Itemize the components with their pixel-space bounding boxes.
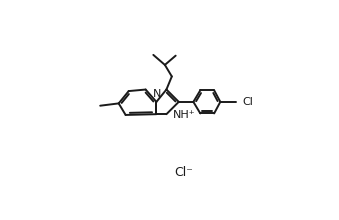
Text: Cl: Cl [242,97,253,107]
Text: Cl⁻: Cl⁻ [175,166,194,179]
Text: NH⁺: NH⁺ [173,110,195,120]
Text: N: N [153,89,161,99]
